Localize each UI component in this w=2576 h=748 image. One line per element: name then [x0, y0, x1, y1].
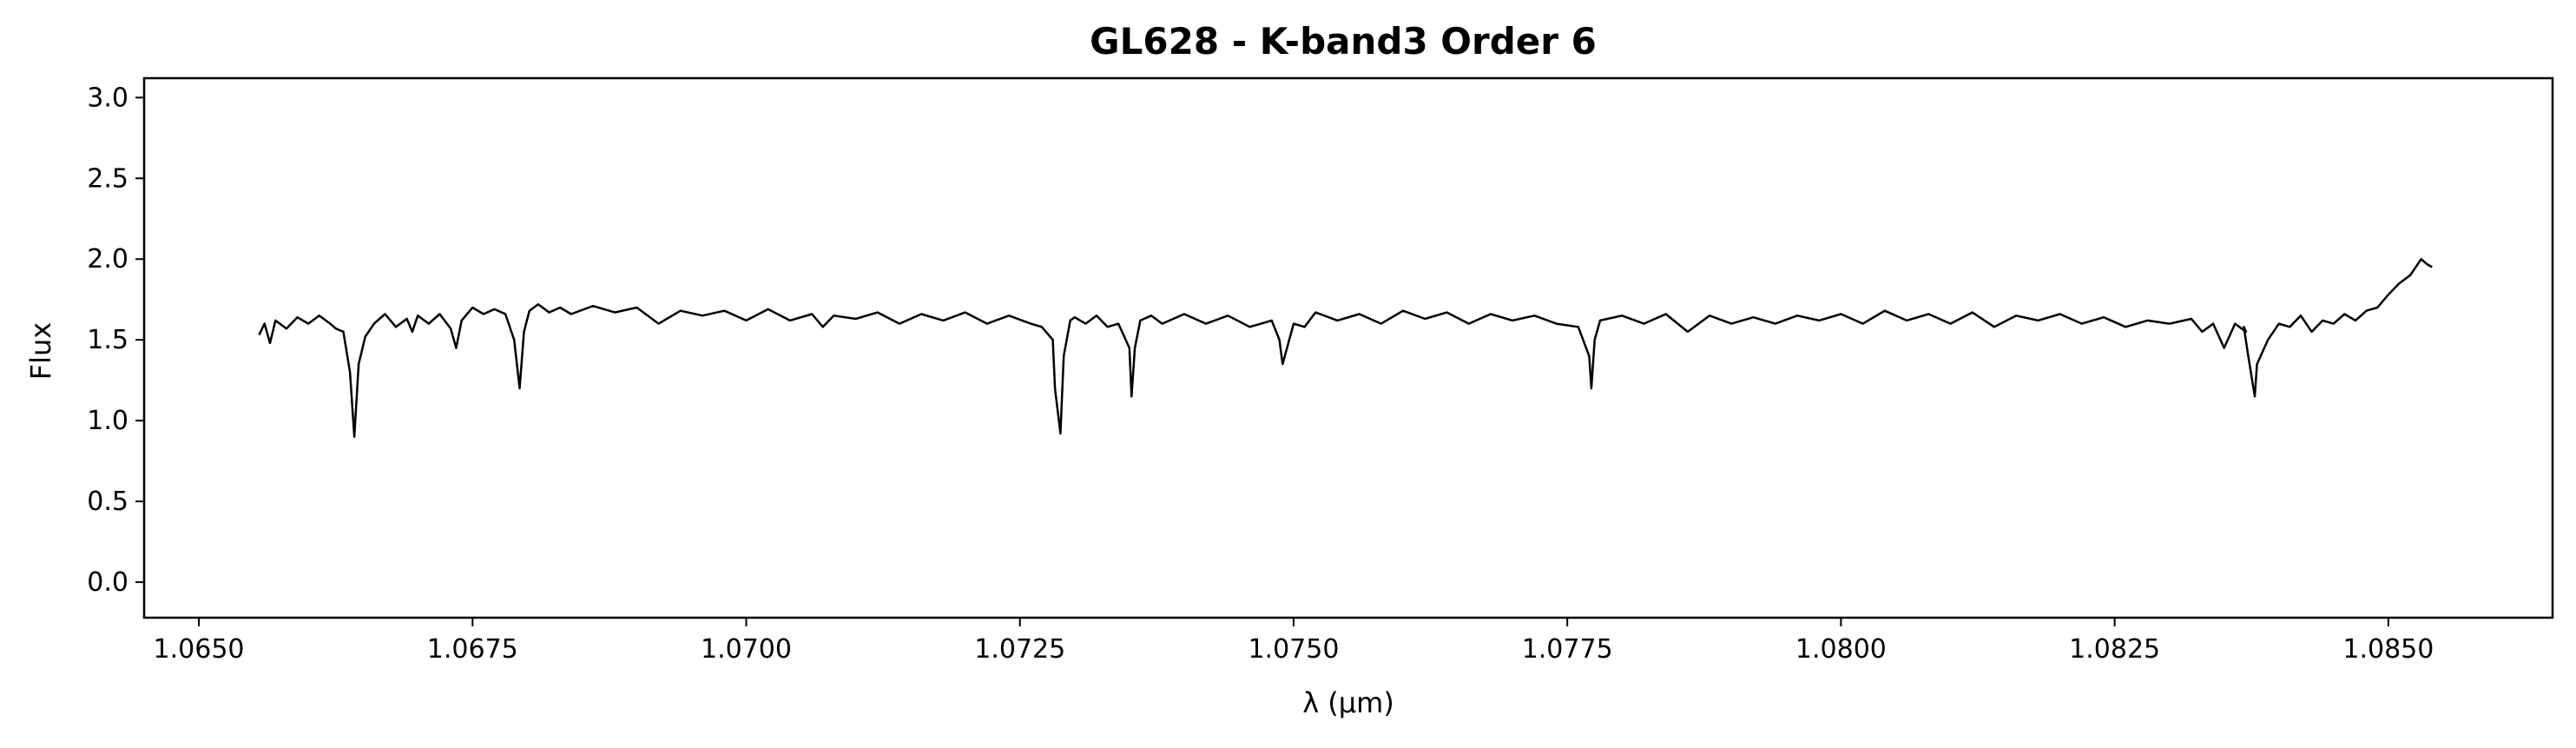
y-axis-label: Flux — [24, 322, 57, 381]
y-tick-label: 2.5 — [87, 163, 128, 194]
series-group — [258, 257, 2433, 439]
x-tick-label: 1.0725 — [974, 634, 1065, 665]
x-tick-label: 1.0800 — [1795, 634, 1887, 665]
y-tick-label: 1.5 — [87, 325, 128, 355]
flux-series-line — [258, 257, 2433, 439]
x-tick-label: 1.0750 — [1248, 634, 1339, 665]
x-tick-label: 1.0825 — [2069, 634, 2160, 665]
y-tick-label: 1.0 — [87, 406, 128, 436]
x-axis-label: λ (μm) — [1302, 686, 1394, 719]
x-tick-label: 1.0675 — [427, 634, 518, 665]
x-tick-label: 1.0775 — [1522, 634, 1613, 665]
y-tick-label: 3.0 — [87, 83, 128, 113]
y-tick-label: 0.0 — [87, 567, 128, 598]
chart-title: GL628 - K-band3 Order 6 — [1090, 20, 1597, 63]
x-tick-label: 1.0650 — [154, 634, 245, 665]
y-axis-ticks: 0.0 0.5 1.0 1.5 2.0 2.5 3.0 — [87, 83, 144, 598]
x-axis-ticks: 1.0650 1.0675 1.0700 1.0725 1.0750 1.0775 1.08… — [154, 618, 2434, 665]
plot-area-frame — [142, 76, 2554, 619]
x-tick-label: 1.0850 — [2342, 634, 2434, 665]
y-tick-label: 2.0 — [87, 244, 128, 275]
y-tick-label: 0.5 — [87, 487, 128, 517]
x-tick-label: 1.0700 — [701, 634, 792, 665]
